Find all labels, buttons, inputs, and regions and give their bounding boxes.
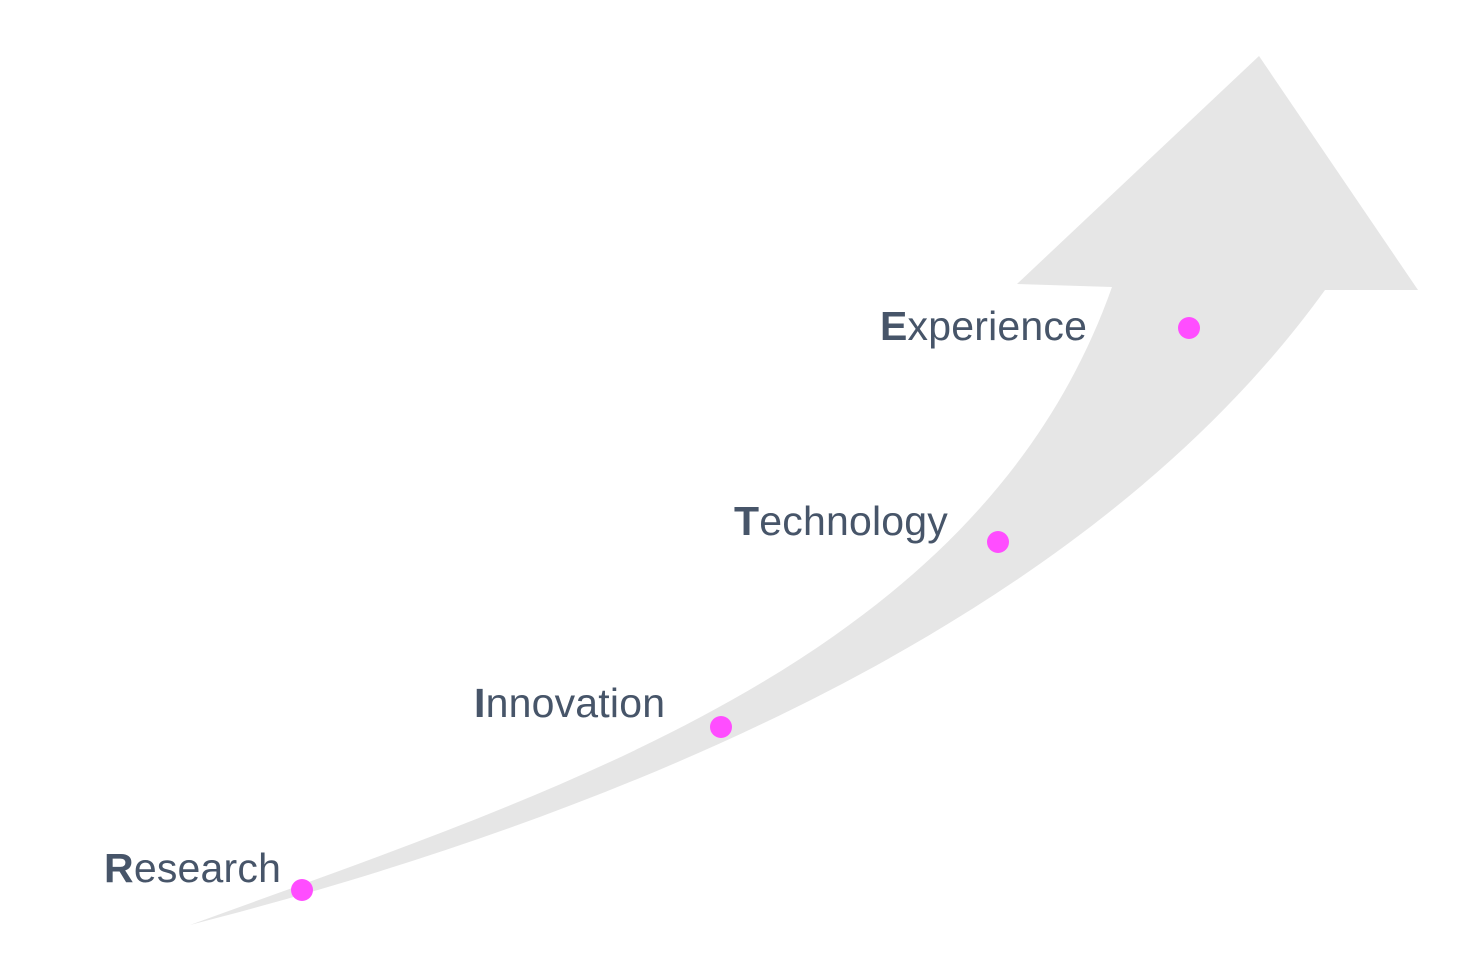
stage-label-experience: Experience	[880, 306, 1087, 347]
stage-dot-innovation	[710, 716, 732, 738]
stage-initial: T	[734, 498, 760, 544]
stage-label-technology: Technology	[734, 501, 948, 542]
stage-word-rest: xperience	[907, 303, 1088, 349]
curved-arrow-shape	[190, 56, 1418, 925]
stage-label-research: Research	[104, 848, 281, 889]
stage-word-rest: esearch	[133, 845, 282, 891]
stage-dot-technology	[987, 531, 1009, 553]
stage-dot-experience	[1178, 317, 1200, 339]
stage-label-innovation: Innovation	[474, 683, 665, 724]
stage-word-rest: nnovation	[485, 680, 666, 726]
stage-initial: I	[474, 680, 486, 726]
stage-initial: E	[880, 303, 908, 349]
stage-initial: R	[104, 845, 134, 891]
stage-dot-research	[291, 879, 313, 901]
stage-word-rest: echnology	[759, 498, 948, 544]
